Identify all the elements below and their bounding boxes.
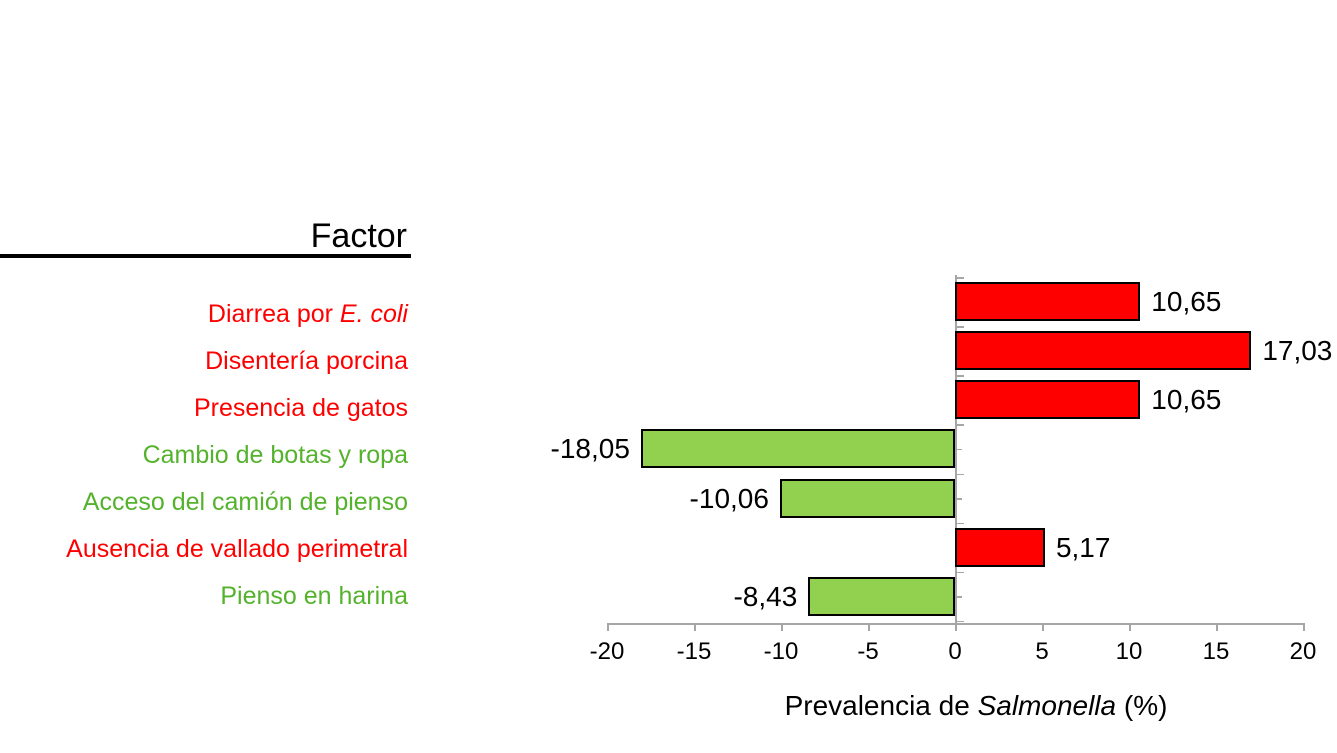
risk-factor-bar <box>955 331 1252 371</box>
x-axis-tick <box>868 623 870 631</box>
bar-value-label: 5,17 <box>1055 531 1111 563</box>
protective-factor-bar <box>779 478 955 518</box>
category-label-text: Cambio de botas y ropa <box>142 441 408 469</box>
category-label: Pienso en harina <box>220 581 408 611</box>
bar-value-label: -8,43 <box>733 580 798 612</box>
x-axis-title-suffix: (%) <box>1116 690 1168 721</box>
x-tick-label: 0 <box>948 638 962 665</box>
category-label: Cambio de botas y ropa <box>143 440 408 470</box>
x-tick-label: 10 <box>1115 638 1143 665</box>
category-label-text: Presencia de gatos <box>193 394 408 422</box>
category-label-text: Ausencia de vallado perimetral <box>66 535 408 563</box>
category-label-text: Diarrea por <box>207 300 340 328</box>
risk-factor-bar <box>955 380 1141 420</box>
y-axis-boundary-tick <box>955 522 964 525</box>
category-label: Acceso del camión de pienso <box>83 487 408 517</box>
risk-factor-bar <box>955 527 1045 567</box>
factor-title-underline <box>0 254 411 258</box>
category-label: Diarrea por E. coli <box>208 299 408 329</box>
x-axis-title: Prevalencia de Salmonella (%) <box>776 690 1176 722</box>
x-axis-tick <box>955 623 957 631</box>
y-axis-boundary-tick <box>955 620 964 623</box>
category-label: Presencia de gatos <box>194 393 408 423</box>
risk-factor-bar <box>955 282 1141 322</box>
x-tick-label: 20 <box>1289 638 1317 665</box>
x-axis-tick <box>781 623 783 631</box>
category-label: Disentería porcina <box>205 346 408 376</box>
x-tick-label: 15 <box>1202 638 1230 665</box>
bar-value-label: 17,03 <box>1262 335 1333 367</box>
x-tick-label: -10 <box>763 638 799 665</box>
y-axis-boundary-tick <box>955 424 964 426</box>
protective-factor-bar <box>808 576 955 616</box>
y-axis-boundary-tick <box>955 375 964 377</box>
y-axis-boundary-tick <box>955 277 964 279</box>
bar-value-label: 10,65 <box>1151 384 1222 416</box>
x-axis-tick <box>1129 623 1131 631</box>
x-tick-label: -20 <box>589 638 625 665</box>
factor-column-title: Factor <box>310 217 407 255</box>
category-label-text: Pienso en harina <box>220 582 408 610</box>
bar-value-label: -10,06 <box>689 482 769 514</box>
x-axis-tick <box>607 623 609 631</box>
x-axis-tick <box>1042 623 1044 631</box>
x-tick-label: -15 <box>676 638 712 665</box>
bar-value-label: -18,05 <box>550 433 630 465</box>
y-axis-minor-tick <box>955 596 962 598</box>
bar-value-label: 10,65 <box>1151 286 1222 318</box>
y-axis-boundary-tick <box>955 473 964 476</box>
protective-factor-bar <box>640 429 955 469</box>
category-label: Ausencia de vallado perimetral <box>66 534 408 564</box>
y-axis-boundary-tick <box>955 326 964 328</box>
x-tick-label: -5 <box>857 638 879 665</box>
x-tick-label: 5 <box>1035 638 1049 665</box>
category-label-text: Disentería porcina <box>205 347 408 375</box>
x-axis-tick <box>694 623 696 631</box>
x-axis-tick <box>1303 623 1305 631</box>
y-axis-minor-tick <box>955 448 962 451</box>
y-axis-boundary-tick <box>955 571 964 574</box>
x-axis-title-italic: Salmonella <box>977 690 1117 721</box>
y-axis-minor-tick <box>955 498 962 500</box>
x-axis-tick <box>1216 623 1218 631</box>
category-label-text: Acceso del camión de pienso <box>82 488 408 516</box>
category-label-italic-text: E. coli <box>339 300 408 328</box>
x-axis-title-prefix: Prevalencia de <box>784 690 978 721</box>
